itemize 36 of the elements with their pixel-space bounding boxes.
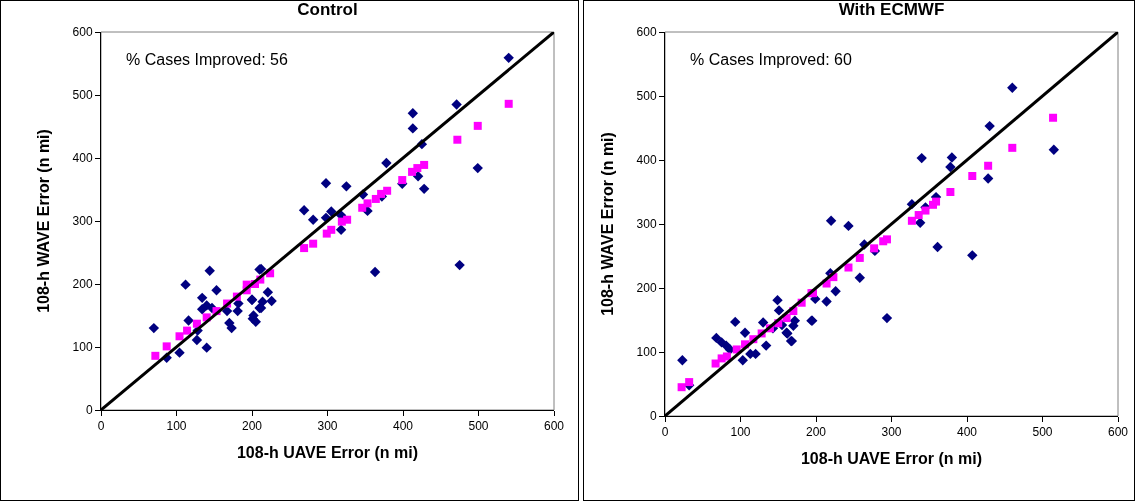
x-tick-label: 500 [1032, 425, 1053, 440]
x-tick-label: 200 [241, 419, 263, 434]
y-tick-label: 300 [636, 217, 657, 232]
x-tick-label: 100 [166, 419, 187, 434]
x-tick-label: 100 [730, 425, 751, 440]
y-tick-label: 200 [72, 277, 93, 292]
x-tick-label: 0 [661, 425, 669, 440]
x-tick-label: 300 [881, 425, 902, 440]
y-tick-label: 400 [636, 153, 657, 168]
y-tick-label: 500 [72, 88, 93, 103]
chart-title: Control [297, 0, 358, 20]
y-tick-label: 400 [72, 151, 93, 166]
x-tick-label: 400 [956, 425, 978, 440]
x-tick-label: 0 [97, 419, 105, 434]
y-tick-label: 300 [72, 214, 93, 229]
y-tick-label: 600 [72, 25, 93, 40]
y-tick-label: 200 [636, 281, 657, 296]
y-tick-label: 100 [72, 340, 93, 355]
y-axis-title: 108-h WAVE Error (n mi) [599, 132, 617, 316]
annotation: % Cases Improved: 60 [690, 51, 852, 68]
chart-title: With ECMWF [838, 0, 945, 20]
x-tick-label: 200 [805, 425, 827, 440]
y-tick-label: 600 [636, 25, 657, 40]
x-tick-label: 500 [468, 419, 489, 434]
y-axis-title: 108-h WAVE Error (n mi) [35, 129, 53, 313]
x-axis-title: 108-h UAVE Error (n mi) [236, 444, 419, 462]
x-axis-title: 108-h UAVE Error (n mi) [800, 450, 983, 468]
y-tick-label: 500 [636, 89, 657, 104]
x-tick-label: 600 [543, 419, 565, 434]
y-tick-label: 100 [636, 345, 657, 360]
x-tick-label: 600 [1107, 425, 1129, 440]
y-tick-label: 0 [85, 403, 93, 418]
x-tick-label: 300 [317, 419, 338, 434]
y-tick-label: 0 [649, 409, 657, 424]
annotation: % Cases Improved: 56 [126, 51, 288, 68]
x-tick-label: 400 [392, 419, 414, 434]
